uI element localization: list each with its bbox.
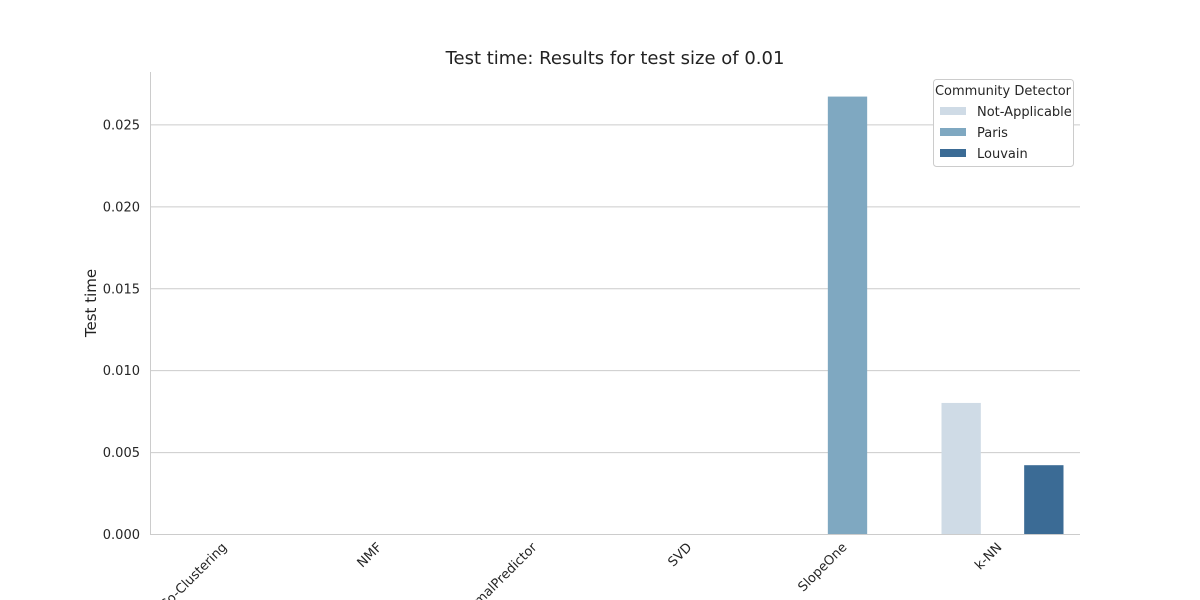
x-tick-label: NormalPredictor xyxy=(455,540,540,600)
x-tick-label: NMF xyxy=(355,540,386,571)
chart-title: Test time: Results for test size of 0.01 xyxy=(445,48,785,69)
legend-title: Community Detector xyxy=(935,84,1072,99)
legend-label: Paris xyxy=(977,126,1008,141)
grid-lines xyxy=(150,124,1080,454)
legend-label: Not-Applicable xyxy=(977,105,1072,120)
bars xyxy=(827,96,1064,535)
y-axis-label: Test time xyxy=(82,269,100,338)
y-tick-label: 0.010 xyxy=(103,364,140,379)
legend-items: Not-Applicable Paris Louvain xyxy=(940,105,1072,162)
y-tick-label: 0.025 xyxy=(103,118,140,133)
x-tick-label: Co-Clustering xyxy=(157,540,230,600)
bar xyxy=(941,402,981,534)
bar xyxy=(827,96,868,535)
x-tick-label: SVD xyxy=(666,540,696,570)
bar xyxy=(1024,465,1064,534)
x-tick-label: k-NN xyxy=(972,540,1005,573)
x-axis-ticks: Co-Clustering NMF NormalPredictor SVD SlopeO… xyxy=(157,540,1005,600)
legend-swatch xyxy=(940,107,966,115)
legend-box xyxy=(933,79,1074,167)
x-tick-label: SlopeOne xyxy=(795,540,850,595)
legend-swatch xyxy=(940,149,966,157)
y-tick-label: 0.005 xyxy=(103,446,140,461)
y-tick-label: 0.000 xyxy=(103,528,140,543)
y-tick-label: 0.015 xyxy=(103,282,140,297)
y-tick-label: 0.020 xyxy=(103,200,140,215)
legend[interactable]: Community Detector Not-Applicable Paris Lo… xyxy=(933,79,1074,167)
legend-swatch xyxy=(940,128,966,136)
y-axis-ticks: 0.000 0.005 0.010 0.015 0.020 0.025 xyxy=(103,118,140,543)
legend-label: Louvain xyxy=(977,147,1028,162)
